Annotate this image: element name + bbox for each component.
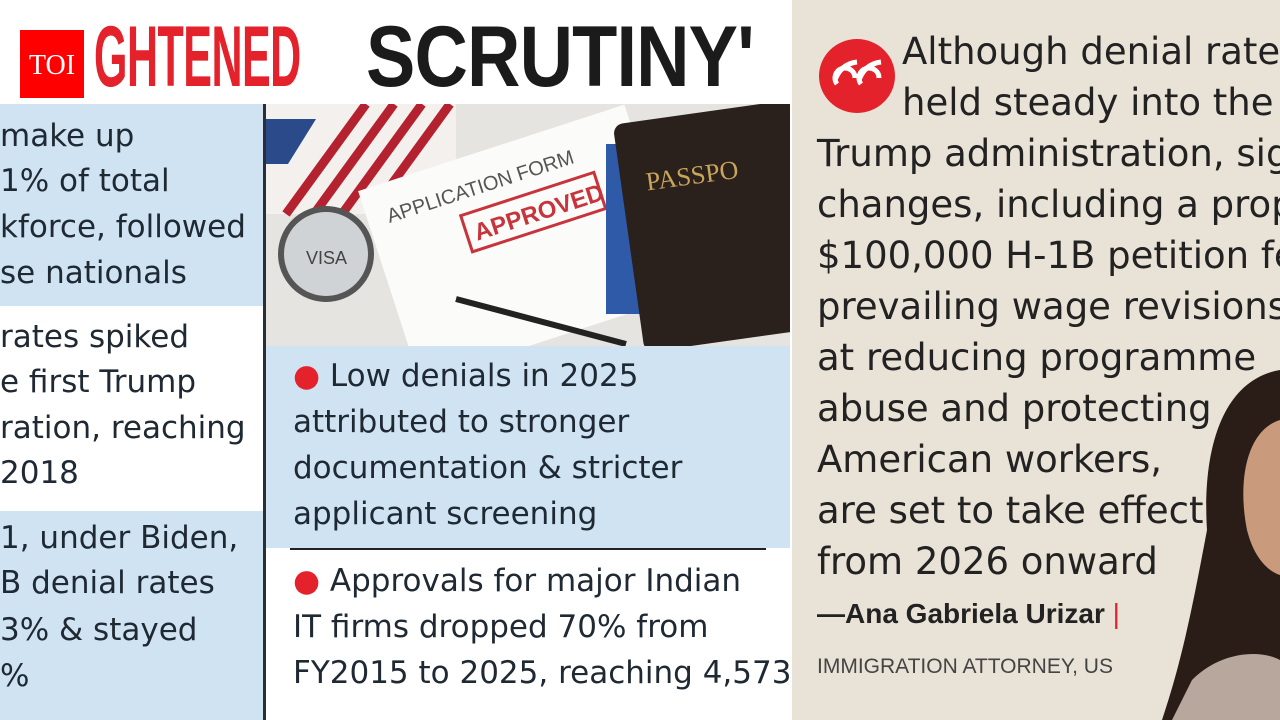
visa-label: VISA	[306, 248, 347, 268]
quote-line: $100,000 H-1B petition fee	[817, 234, 1280, 277]
left-block-3: 1, under Biden, B denial rates 3% & stay…	[0, 511, 263, 720]
magnifier-icon	[278, 206, 374, 302]
quote-line: from 2026 onward	[817, 540, 1158, 583]
text-line: rates spiked	[0, 319, 190, 355]
quote-panel: Although denial rates held steady into t…	[792, 0, 1280, 720]
bullet-line: ● Low denials in 2025	[293, 358, 639, 394]
text-line: documentation & stricter	[293, 450, 683, 486]
left-block-2: rates spiked e first Trump ration, reach…	[0, 306, 263, 511]
pen-icon	[455, 296, 627, 346]
text-line: 1, under Biden,	[0, 520, 239, 556]
column-divider	[263, 104, 266, 720]
author-separator: |	[1112, 598, 1120, 629]
text-line: attributed to stronger	[293, 404, 630, 440]
visa-illustration: APPLICATION FORM APPROVED VISA PASSPO	[266, 104, 790, 346]
text-line: 3% & stayed	[0, 612, 198, 648]
quote-line: held steady into the s	[902, 81, 1280, 124]
author-title: IMMIGRATION ATTORNEY, US	[817, 655, 1113, 678]
quote-icon	[819, 39, 895, 113]
toi-logo: TOI	[20, 30, 84, 98]
text-line: make up	[0, 118, 135, 154]
text-line: applicant screening	[293, 496, 598, 532]
headline-red-text: GHTENED	[94, 9, 301, 104]
text-line: 2018	[0, 455, 79, 491]
quote-line: American workers,	[817, 438, 1163, 481]
text-line: IT firms dropped 70% from	[293, 609, 709, 645]
quote-line: abuse and protecting	[817, 387, 1212, 430]
quote-line: are set to take effect	[817, 489, 1204, 532]
text-line: B denial rates	[0, 565, 215, 601]
quote-line: Although denial rates	[902, 30, 1280, 73]
bullet-line: ● Approvals for major Indian	[293, 563, 742, 599]
bullet-box-1: ● Low denials in 2025 attributed to stro…	[266, 346, 790, 548]
quote-author: —Ana Gabriela Urizar |	[817, 598, 1120, 629]
text-line: e first Trump	[0, 364, 197, 400]
bullet-separator	[290, 548, 766, 550]
text-line: FY2015 to 2025, reaching 4,573	[293, 655, 790, 691]
text-line: kforce, followed	[0, 209, 246, 245]
passport-icon: PASSPO	[614, 104, 790, 346]
text-line: %	[0, 658, 30, 694]
quote-line: at reducing programme	[817, 336, 1257, 379]
quote-line: prevailing wage revisions	[817, 285, 1280, 328]
left-block-1: make up 1% of total kforce, followed se …	[0, 104, 263, 306]
quote-line: Trump administration, sig	[817, 132, 1280, 175]
visa-application-image: APPLICATION FORM APPROVED VISA PASSPO	[266, 104, 790, 346]
bullet-icon: ●	[293, 563, 321, 599]
text-line: ration, reaching	[0, 410, 246, 446]
text-line: se nationals	[0, 255, 187, 291]
headline: GHTENED SCRUTINY'	[0, 0, 790, 104]
headline-black-text: SCRUTINY'	[366, 9, 755, 104]
text-line: 1% of total	[0, 163, 170, 199]
bullet-icon: ●	[293, 358, 321, 394]
quote-line: changes, including a prop	[817, 183, 1280, 226]
bullet-box-2: ● Approvals for major Indian IT firms dr…	[266, 552, 790, 720]
attorney-photo	[1162, 370, 1280, 720]
